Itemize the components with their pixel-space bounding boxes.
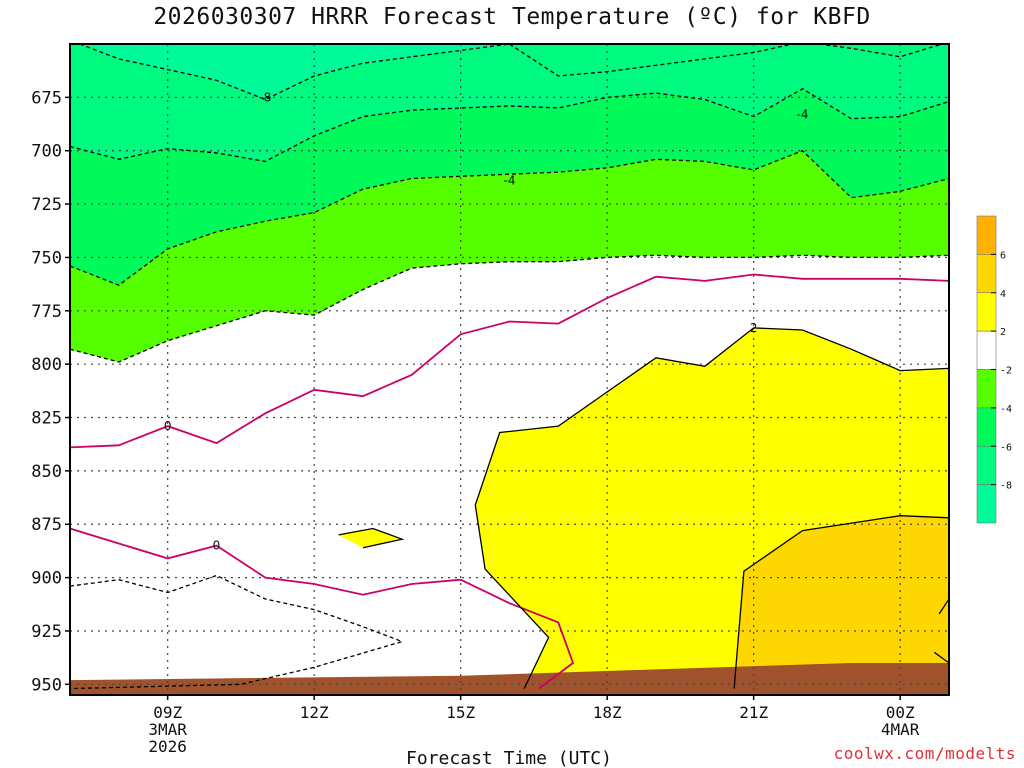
colorbar-label: -6 — [1000, 442, 1012, 453]
contour-line — [733, 515, 949, 689]
plot-frame — [69, 43, 950, 696]
y-tick-label: 675 — [31, 88, 62, 108]
y-tick-label: 925 — [31, 622, 62, 642]
contour-line — [338, 527, 405, 549]
contour-line — [79, 44, 510, 101]
y-tick-label: 700 — [31, 142, 62, 162]
x-tick-label: 3MAR — [148, 720, 187, 739]
colorbar-swatch — [976, 292, 997, 332]
y-tick-label: 775 — [31, 302, 62, 322]
colorbar: 6 4 2 -2 -4 -6 -8 — [976, 215, 1012, 524]
contour-label: -4 — [504, 174, 516, 188]
chart-title: 2026030307 HRRR Forecast Temperature (ºC… — [153, 4, 871, 30]
contour-line — [933, 597, 949, 664]
contour-line — [70, 273, 949, 449]
plot-fill-layer — [70, 44, 949, 695]
x-tick-label: 15Z — [446, 703, 475, 722]
y-tick-label: 750 — [31, 248, 62, 268]
colorbar-swatch — [976, 445, 997, 485]
contour-label: 2 — [750, 321, 758, 335]
contour-label-layer: -8 -4 -4 0 0 2 — [164, 90, 809, 552]
x-tick-label: 09Z — [153, 703, 182, 722]
x-tick-label: 21Z — [739, 703, 768, 722]
y-tick-label: 875 — [31, 515, 62, 535]
contour-line — [70, 149, 949, 286]
y-tick-label: 800 — [31, 355, 62, 375]
colorbar-label: -8 — [1000, 481, 1012, 492]
contour-label: -8 — [259, 90, 271, 104]
colorbar-swatch — [976, 215, 997, 255]
contour-line — [509, 44, 945, 77]
contour-label: 0 — [164, 419, 172, 433]
colorbar-swatch — [976, 484, 997, 524]
contour-line — [474, 327, 949, 689]
y-tick-label: 850 — [31, 462, 62, 482]
colorbar-swatch — [976, 254, 997, 294]
fill-band-plus4 — [734, 515, 949, 689]
contour-label: -4 — [797, 107, 809, 121]
contour-layer — [70, 44, 949, 690]
contour-line — [70, 527, 575, 690]
colorbar-label: -2 — [1000, 366, 1012, 377]
colorbar-label: 2 — [1000, 327, 1006, 338]
colorbar-swatch — [976, 369, 997, 409]
x-axis-title: Forecast Time (UTC) — [406, 748, 612, 768]
x-tick-label: 18Z — [593, 703, 622, 722]
ground-fill — [70, 663, 949, 695]
fill-band-plus2-blob — [338, 528, 403, 548]
x-tick-label: 4MAR — [881, 720, 920, 739]
y-tick-label: 950 — [31, 675, 62, 695]
colorbar-label: -4 — [1000, 404, 1012, 415]
x-tick-label: 00Z — [886, 703, 915, 722]
colorbar-label: 4 — [1000, 289, 1006, 300]
colorbar-swatch — [976, 407, 997, 447]
y-tick-label: 900 — [31, 569, 62, 589]
contour-label: 0 — [213, 539, 221, 553]
colorbar-swatch — [976, 330, 997, 370]
contour-line — [70, 254, 949, 363]
y-tick-label: 725 — [31, 195, 62, 215]
y-axis: 675 700 725 750 775 800 825 850 875 900 925 950 — [31, 88, 70, 695]
x-tick-label: 2026 — [148, 737, 187, 756]
colorbar-label: 6 — [1000, 250, 1006, 261]
x-tick-label: 12Z — [300, 703, 329, 722]
contour-line — [70, 88, 949, 163]
credit-text: coolwx.com/modelts — [833, 744, 1016, 763]
contour-line — [70, 574, 405, 690]
y-tick-label: 825 — [31, 409, 62, 429]
